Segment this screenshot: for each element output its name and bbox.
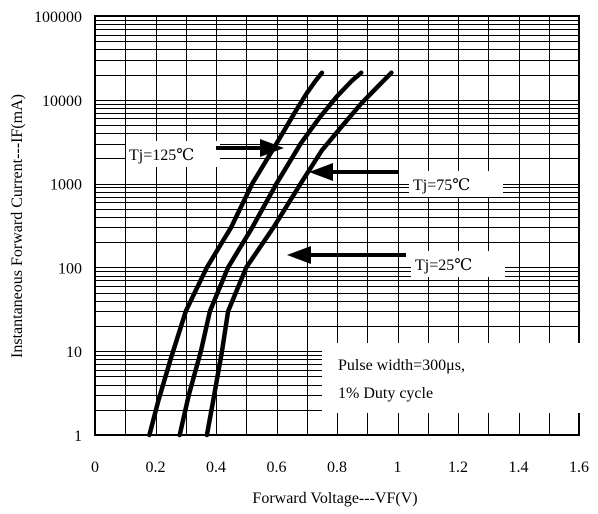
note-box-bg bbox=[322, 343, 582, 413]
series-line-1 bbox=[177, 70, 364, 438]
series-label-tj25: Tj=25℃ bbox=[415, 257, 472, 274]
label-125-bg bbox=[126, 141, 220, 167]
series-label-tj125: Tj=125℃ bbox=[129, 147, 194, 164]
series-line-0 bbox=[147, 70, 325, 438]
plot-frame bbox=[94, 15, 580, 436]
arrow-tj25-head bbox=[287, 246, 311, 264]
tick-labels: 0 0.2 0.4 0.6 0.8 1 1.2 1.4 1.6 1 10 100 1000 10000 10… bbox=[34, 9, 589, 476]
x-tick-label: 0.2 bbox=[146, 459, 166, 476]
y-tick-label: 1000 bbox=[50, 177, 82, 194]
x-tick-label: 1.2 bbox=[448, 459, 468, 476]
annotations: Pulse width=300μs, 1% Duty cycle Tj=125℃… bbox=[126, 139, 582, 413]
series-line-2 bbox=[204, 70, 394, 438]
x-tick-label: 0.8 bbox=[327, 459, 347, 476]
y-axis-label: Instantaneous Forward Current---IF(mA) bbox=[9, 94, 26, 358]
y-tick-label: 10 bbox=[66, 344, 82, 361]
arrow-tj75-head bbox=[309, 163, 333, 181]
label-25-bg bbox=[411, 251, 505, 277]
x-tick-label: 1.6 bbox=[569, 459, 589, 476]
label-75-bg bbox=[409, 171, 503, 197]
series-curves bbox=[147, 70, 394, 438]
x-tick-label: 0 bbox=[91, 459, 99, 476]
y-tick-label: 1 bbox=[74, 428, 82, 445]
arrow-tj125-head bbox=[260, 139, 284, 157]
y-tick-label: 10000 bbox=[42, 93, 82, 110]
x-tick-label: 1 bbox=[394, 459, 402, 476]
y-tick-label: 100000 bbox=[34, 9, 82, 26]
y-tick-label: 100 bbox=[58, 260, 82, 277]
x-tick-label: 0.4 bbox=[206, 459, 226, 476]
note-line-1: Pulse width=300μs, bbox=[338, 357, 465, 374]
series-label-tj75: Tj=75℃ bbox=[413, 177, 470, 194]
x-tick-label: 1.4 bbox=[509, 459, 529, 476]
note-line-2: 1% Duty cycle bbox=[338, 385, 433, 402]
x-tick-label: 0.6 bbox=[267, 459, 287, 476]
x-axis-label: Forward Voltage---VF(V) bbox=[252, 490, 417, 507]
